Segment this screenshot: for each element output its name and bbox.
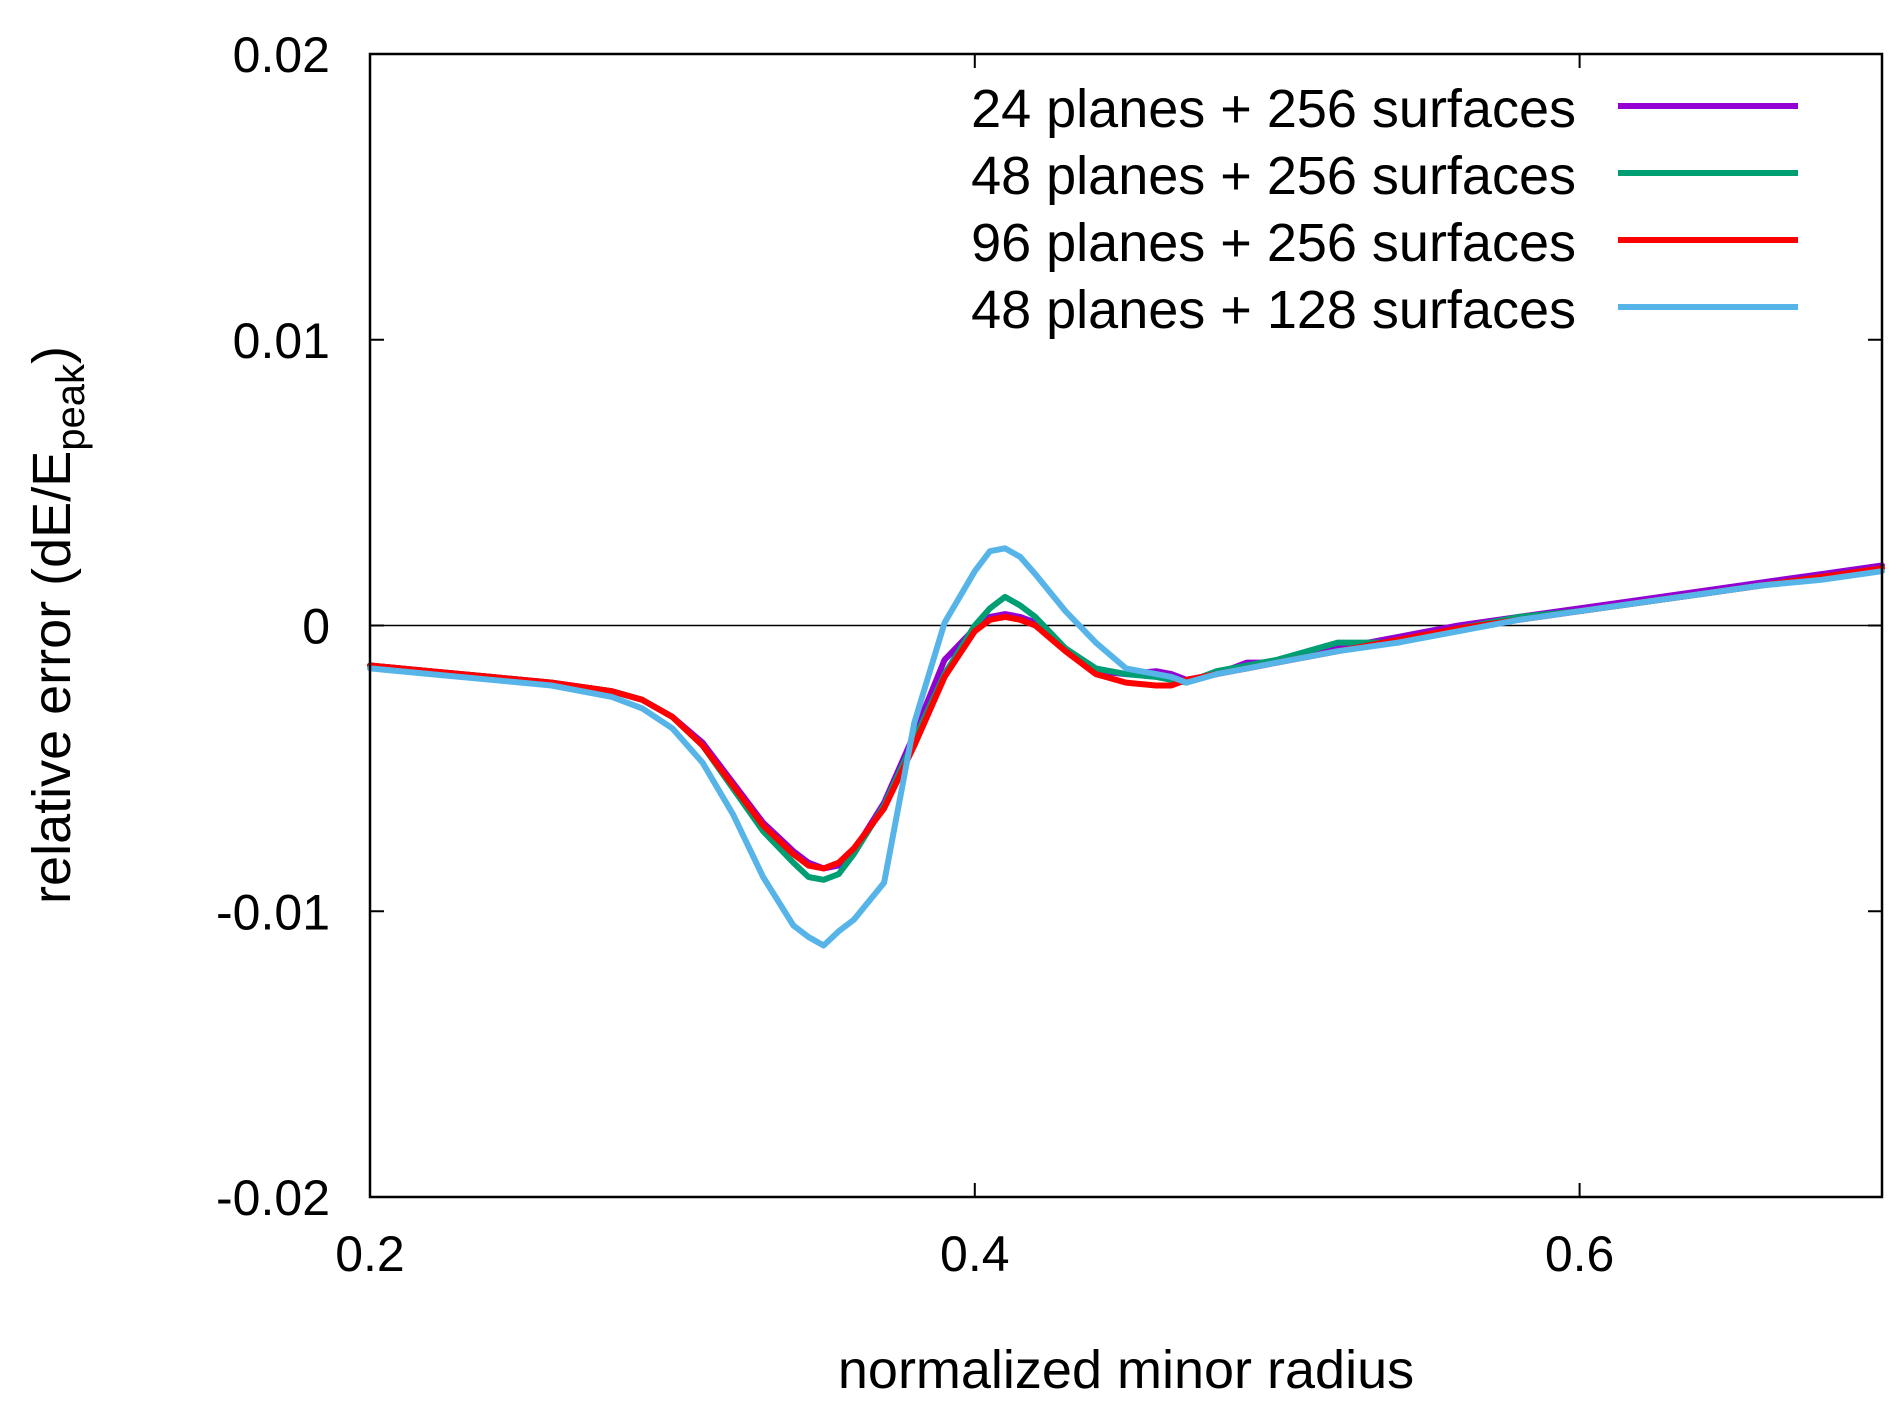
series-line-4 — [367, 545, 1885, 949]
y-axis-title: relative error (dE/Epeak) — [22, 346, 93, 904]
legend-label-1: 24 planes + 256 surfaces — [971, 79, 1576, 139]
y-tick-label-3: 0 — [302, 599, 330, 655]
legend-label-2: 48 planes + 256 surfaces — [971, 146, 1576, 206]
y-axis-title-main: relative error (dE/E — [22, 451, 82, 904]
x-tick-label-1: 0.2 — [335, 1226, 405, 1282]
plot-frame — [368, 52, 1884, 1199]
x-tick-label-3: 0.6 — [1545, 1226, 1615, 1282]
x-tick-label-2: 0.4 — [940, 1226, 1010, 1282]
legend-label-3: 96 planes + 256 surfaces — [971, 213, 1576, 273]
y-tick-label-1: -0.02 — [216, 1170, 330, 1226]
legend: 24 planes + 256 surfaces 48 planes + 256… — [971, 79, 1798, 340]
y-tick-label-2: -0.01 — [216, 884, 330, 940]
y-tick-label-4: 0.01 — [233, 313, 330, 369]
y-axis-title-suffix: ) — [22, 346, 82, 364]
x-axis-title: normalized minor radius — [838, 1340, 1414, 1400]
y-tick-label-5: 0.02 — [233, 27, 330, 83]
y-axis-title-subscript: peak — [49, 363, 93, 451]
legend-label-4: 48 planes + 128 surfaces — [971, 280, 1576, 340]
